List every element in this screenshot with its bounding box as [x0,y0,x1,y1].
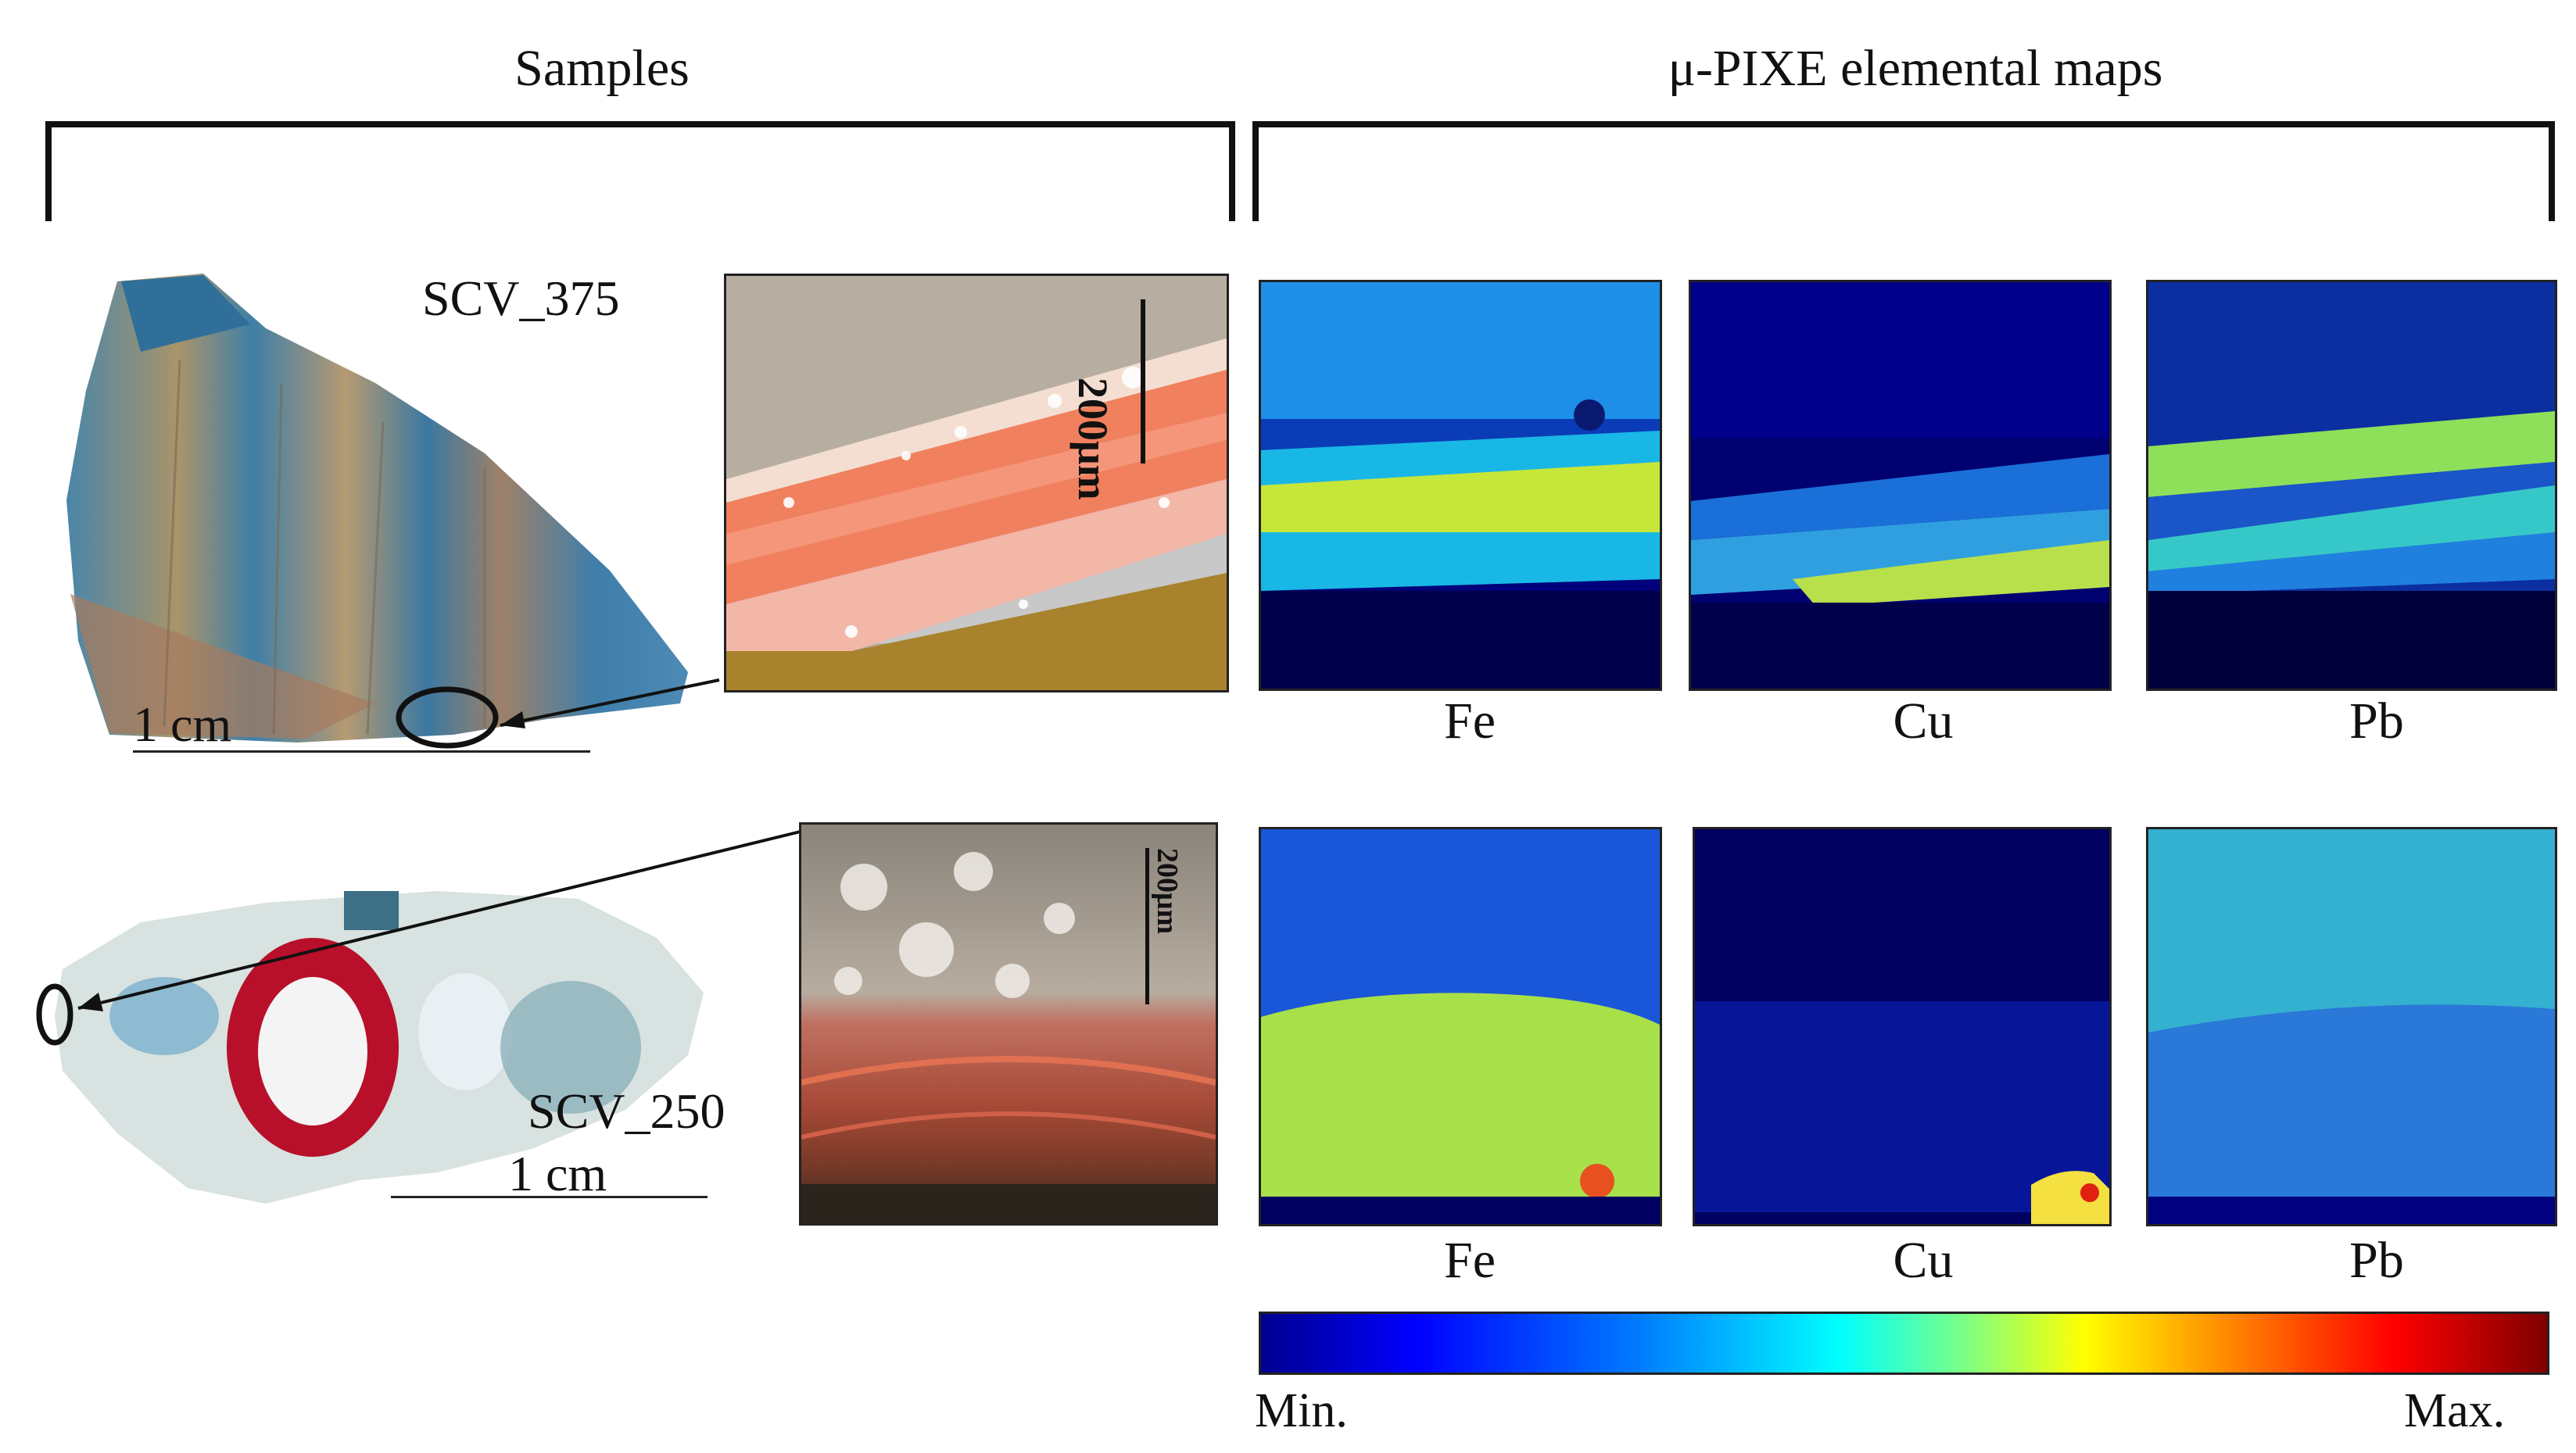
map-pb-row1 [2146,280,2557,691]
scale-bar-row2 [391,1196,708,1198]
samples-bracket [45,121,1235,221]
micro-scale-label-row2: 200μm [1151,848,1184,935]
map-fe-row2 [1259,827,1662,1226]
scale-label-1cm-row2: 1 cm [508,1146,607,1201]
map-label-cu-row1: Cu [1893,693,1954,750]
map-label-cu-row2: Cu [1893,1232,1954,1289]
pointer-arrow-row2 [77,827,814,1011]
colorbar-max-label: Max. [2404,1384,2506,1437]
map-pb-row2 [2146,827,2557,1226]
sample-name-scv375: SCV_375 [422,270,620,326]
samples-header: Samples [514,40,690,97]
map-cu-row2 [1693,827,2112,1226]
scale-label-1cm-row1: 1 cm [133,696,232,752]
micro-photo-scv375: 200μm [724,274,1229,693]
sample-name-scv250: SCV_250 [528,1083,726,1139]
colorbar [1259,1312,2549,1375]
micro-scale-label-row1: 200μm [1069,378,1116,500]
map-cu-row1 [1689,280,2112,691]
sample-photo-scv250 [36,891,704,1204]
scale-bar-row1 [133,750,590,753]
maps-bracket [1252,121,2555,221]
map-label-pb-row2: Pb [2349,1232,2404,1289]
colorbar-min-label: Min. [1255,1384,1348,1437]
micro-scalebar-row1 [1141,299,1145,463]
map-fe-row1 [1259,280,1662,691]
micro-scalebar-row2 [1145,848,1149,1004]
micro-photo-scv250: 200μm [799,822,1218,1226]
map-label-fe-row2: Fe [1444,1232,1496,1289]
map-label-pb-row1: Pb [2349,693,2404,750]
map-label-fe-row1: Fe [1444,693,1496,750]
maps-header: μ-PIXE elemental maps [1668,40,2163,97]
sample-photo-scv375 [66,274,688,743]
pointer-arrow-row1 [396,678,720,749]
